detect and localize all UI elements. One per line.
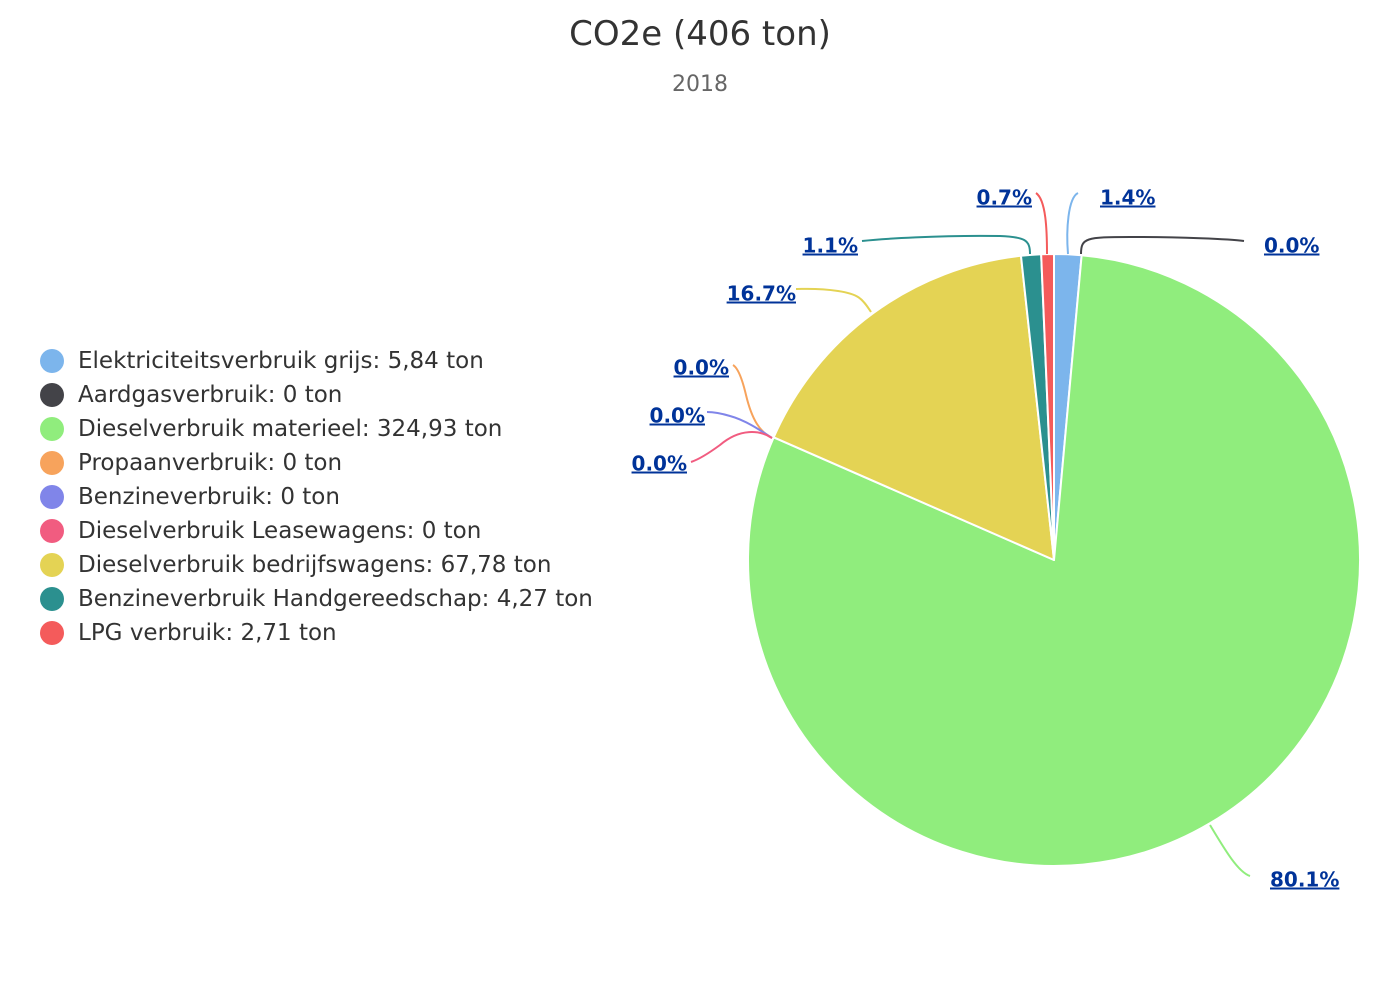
legend-label: Propaanverbruik: 0 ton: [78, 450, 343, 476]
legend-item[interactable]: Aardgasverbruik: 0 ton: [40, 378, 593, 412]
legend-swatch: [40, 519, 64, 543]
legend-label: Dieselverbruik materieel: 324,93 ton: [78, 416, 503, 442]
legend-item[interactable]: Elektriciteitsverbruik grijs: 5,84 ton: [40, 344, 593, 378]
data-label[interactable]: 0.0%: [632, 452, 687, 476]
legend-label: Benzineverbruik Handgereedschap: 4,27 to…: [78, 586, 593, 612]
data-label[interactable]: 0.7%: [977, 186, 1032, 210]
pie-slice[interactable]: [1040, 253, 1055, 561]
data-label-connector: [1035, 192, 1048, 255]
legend-item[interactable]: Dieselverbruik Leasewagens: 0 ton: [40, 514, 593, 548]
data-label-connector: [1066, 192, 1079, 255]
chart-title: CO2e (406 ton): [569, 14, 831, 54]
data-label[interactable]: 0.0%: [674, 356, 729, 380]
legend-item[interactable]: LPG verbruik: 2,71 ton: [40, 616, 593, 650]
data-label-connector: [1080, 235, 1245, 255]
legend-swatch: [40, 417, 64, 441]
data-label[interactable]: 1.4%: [1100, 186, 1155, 210]
legend-label: Dieselverbruik bedrijfswagens: 67,78 ton: [78, 552, 552, 578]
data-label-connector: [690, 431, 773, 463]
data-label-connector: [795, 287, 872, 313]
legend-item[interactable]: Propaanverbruik: 0 ton: [40, 446, 593, 480]
legend-label: Elektriciteitsverbruik grijs: 5,84 ton: [78, 348, 484, 374]
legend-swatch: [40, 451, 64, 475]
legend-item[interactable]: Dieselverbruik materieel: 324,93 ton: [40, 412, 593, 446]
data-label-connector: [706, 411, 773, 439]
data-label[interactable]: 16.7%: [727, 282, 796, 306]
pie-slice[interactable]: [772, 254, 1055, 561]
legend-swatch: [40, 587, 64, 611]
chart-legend: Elektriciteitsverbruik grijs: 5,84 ton Aa…: [40, 344, 593, 650]
legend-label: LPG verbruik: 2,71 ton: [78, 620, 337, 646]
legend-label: Aardgasverbruik: 0 ton: [78, 382, 343, 408]
legend-swatch: [40, 553, 64, 577]
legend-item[interactable]: Dieselverbruik bedrijfswagens: 67,78 ton: [40, 548, 593, 582]
data-label-connector: [1209, 824, 1251, 877]
legend-swatch: [40, 621, 64, 645]
legend-swatch: [40, 383, 64, 407]
data-label[interactable]: 0.0%: [650, 404, 705, 428]
legend-swatch: [40, 349, 64, 373]
legend-item[interactable]: Benzineverbruik: 0 ton: [40, 480, 593, 514]
chart-subtitle: 2018: [672, 72, 728, 97]
legend-label: Dieselverbruik Leasewagens: 0 ton: [78, 518, 482, 544]
data-label[interactable]: 80.1%: [1270, 868, 1339, 892]
data-label-connector: [861, 234, 1031, 255]
legend-label: Benzineverbruik: 0 ton: [78, 484, 340, 510]
data-label[interactable]: 0.0%: [1264, 234, 1319, 258]
legend-item[interactable]: Benzineverbruik Handgereedschap: 4,27 to…: [40, 582, 593, 616]
legend-swatch: [40, 485, 64, 509]
data-label[interactable]: 1.1%: [803, 234, 858, 258]
